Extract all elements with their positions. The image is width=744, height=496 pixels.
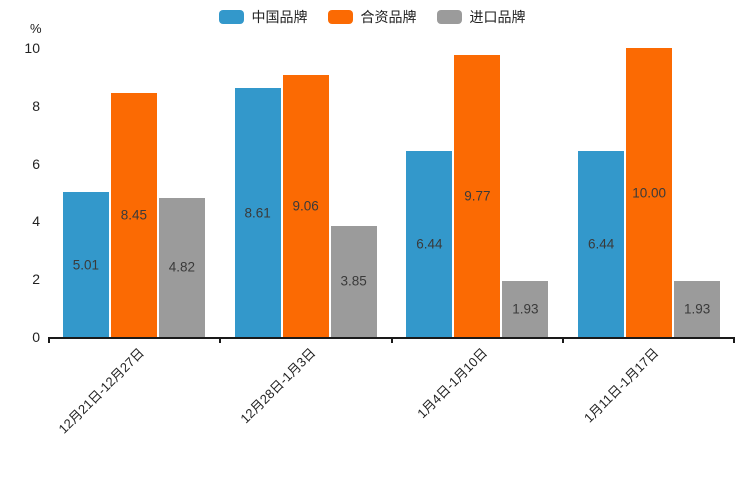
x-axis-tick [733,337,735,343]
x-category-label-2: 1月4日-1月10日 [257,343,490,421]
y-axis-unit-label: % [30,21,42,36]
bar-value-label: 8.61 [244,205,271,221]
legend-item-0[interactable]: 中国品牌 [218,9,308,25]
legend-label: 中国品牌 [251,9,308,25]
bar-value-label: 3.85 [340,273,367,289]
x-category-label-3: 1月11日-1月17日 [429,343,661,425]
bar-value-label: 6.44 [416,236,443,252]
x-axis-tick [390,337,393,343]
bar-value-label: 10.00 [632,185,667,200]
plot-area: 5.01 8.45 4.82 8.61 9.06 3.85 6.44 9.77 1.93 6.44… [48,48,735,436]
bar-series2-group0: 4.82 [158,197,205,337]
x-axis-tick [218,337,221,343]
bar-value-label: 1.93 [683,301,711,317]
y-tick-label: 10 [24,40,40,56]
legend-swatch-icon [436,10,462,24]
legend-label: 进口品牌 [469,9,526,25]
x-axis-tick [562,337,565,343]
bar-series2-group1: 3.85 [330,225,377,337]
bar-group-2: 6.44 9.77 1.93 [392,48,564,337]
bar-value-label: 5.01 [72,257,100,273]
bar-series0-group3: 6.44 [578,150,625,337]
legend-item-1[interactable]: 合资品牌 [327,9,417,25]
y-tick-label: 4 [32,213,40,230]
bar-group-3: 6.44 10.00 1.93 [563,48,735,337]
x-category-label-text: 12月21日-12月27日 [55,345,147,437]
bar-group-0: 5.01 8.45 4.82 [48,48,220,337]
bar-value-label: 8.45 [120,207,148,223]
bar-series2-group3: 1.93 [674,281,721,337]
legend-swatch-icon [327,10,353,24]
bar-series1-group2: 9.77 [454,54,501,337]
bar-series0-group1: 8.61 [234,88,281,337]
legend-label: 合资品牌 [360,9,417,25]
bar-value-label: 4.82 [168,259,196,275]
bar-value-label: 1.93 [512,301,539,317]
x-category-label-0: 12月21日-12月27日 [0,343,146,436]
bar-group-1: 8.61 9.06 3.85 [220,48,392,337]
legend: 中国品牌 合资品牌 进口品牌 [0,6,744,28]
x-category-label-text: 1月4日-1月10日 [414,345,491,422]
y-tick-label: 2 [32,271,40,288]
bar-value-label: 6.44 [587,236,615,252]
y-tick-label: 0 [32,329,40,345]
legend-swatch-icon [218,10,244,24]
bar-value-label: 9.06 [292,198,319,214]
x-category-label-text: 12月28日-1月3日 [237,345,319,427]
y-tick-label: 8 [32,97,40,114]
x-category-label-1: 12月28日-1月3日 [86,343,318,426]
x-axis-tick [48,337,50,343]
x-category-label-text: 1月11日-1月17日 [581,345,662,426]
y-tick-label: 6 [32,155,40,172]
bar-series2-group2: 1.93 [502,281,549,337]
bar-value-label: 9.77 [464,188,491,204]
bar-series1-group0: 8.45 [110,92,157,337]
bar-series0-group0: 5.01 [62,192,109,337]
bar-series1-group1: 9.06 [282,75,329,337]
bar-series1-group3: 10.00 [626,48,673,337]
bar-series0-group2: 6.44 [406,150,453,337]
legend-item-2[interactable]: 进口品牌 [436,9,526,25]
